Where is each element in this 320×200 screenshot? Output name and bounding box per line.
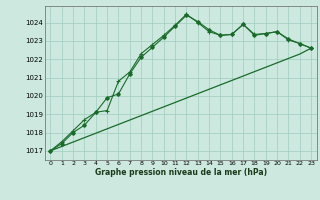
X-axis label: Graphe pression niveau de la mer (hPa): Graphe pression niveau de la mer (hPa)	[95, 168, 267, 177]
